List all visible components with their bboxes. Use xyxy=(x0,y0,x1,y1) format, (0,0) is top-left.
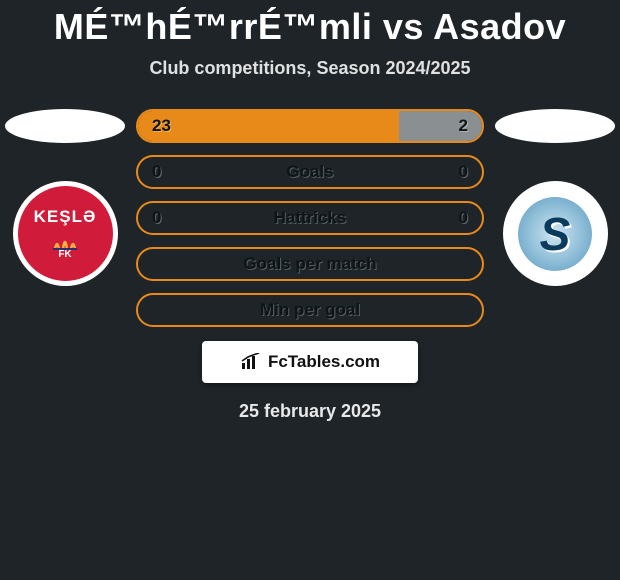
stat-label: Min per goal xyxy=(138,300,482,320)
stat-fill-left xyxy=(138,111,399,141)
stat-label: Hattricks xyxy=(138,208,482,228)
stat-row: Goals per match xyxy=(136,247,484,281)
stat-right-value: 2 xyxy=(459,116,468,136)
club-logo-left-sub: FK xyxy=(58,249,71,260)
stat-right-value: 0 xyxy=(459,208,468,228)
chart-icon xyxy=(240,353,262,371)
page-title: MÉ™hÉ™rrÉ™mli vs Asadov xyxy=(0,0,620,48)
flame-icon xyxy=(49,229,81,251)
stat-left-value: 0 xyxy=(152,208,161,228)
stat-row: 0Goals0 xyxy=(136,155,484,189)
club-logo-left-label: KEŞLƏ xyxy=(34,207,97,227)
stat-row: 23Matches2 xyxy=(136,109,484,143)
club-logo-right[interactable]: S xyxy=(503,181,608,286)
stat-label: Goals per match xyxy=(138,254,482,274)
stat-row: Min per goal xyxy=(136,293,484,327)
brand-badge-text: FcTables.com xyxy=(268,352,380,372)
brand-badge[interactable]: FcTables.com xyxy=(202,341,418,383)
stat-fill-right xyxy=(399,111,482,141)
stat-left-value: 0 xyxy=(152,162,161,182)
stats-column: 23Matches20Goals00Hattricks0Goals per ma… xyxy=(130,109,490,327)
player-photo-placeholder-left xyxy=(5,109,125,143)
stat-label: Goals xyxy=(138,162,482,182)
stat-row: 0Hattricks0 xyxy=(136,201,484,235)
stat-right-value: 0 xyxy=(459,162,468,182)
player-photo-placeholder-right xyxy=(495,109,615,143)
club-logo-left[interactable]: KEŞLƏ FK xyxy=(13,181,118,286)
comparison-layout: KEŞLƏ FK 23Matches20Goals00Hattricks0Goa… xyxy=(0,109,620,327)
stat-left-value: 23 xyxy=(152,116,171,136)
club-logo-right-letter: S xyxy=(540,207,571,261)
footer-date: 25 february 2025 xyxy=(0,401,620,422)
right-column: S xyxy=(490,109,620,286)
page-subtitle: Club competitions, Season 2024/2025 xyxy=(0,58,620,79)
left-column: KEŞLƏ FK xyxy=(0,109,130,286)
